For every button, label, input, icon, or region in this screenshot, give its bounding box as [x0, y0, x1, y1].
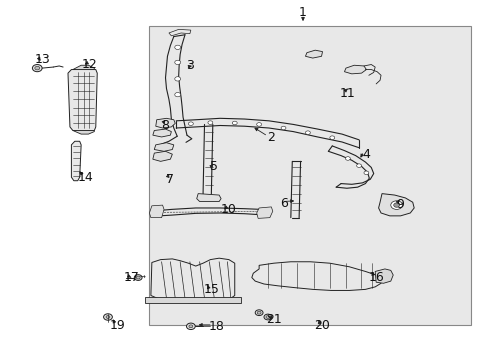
Text: 6: 6 [280, 197, 288, 210]
Text: 18: 18 [208, 320, 224, 333]
Polygon shape [73, 65, 94, 69]
Text: 15: 15 [203, 283, 219, 296]
Circle shape [255, 310, 263, 316]
Polygon shape [73, 131, 94, 134]
Circle shape [257, 311, 261, 314]
Polygon shape [149, 205, 163, 218]
Circle shape [174, 60, 180, 64]
Circle shape [265, 316, 269, 319]
Bar [149, 26, 470, 325]
Text: 7: 7 [166, 173, 174, 186]
Text: 8: 8 [161, 119, 169, 132]
Circle shape [256, 123, 261, 126]
Circle shape [390, 201, 402, 210]
Polygon shape [374, 269, 392, 283]
Polygon shape [153, 151, 172, 161]
Circle shape [329, 136, 334, 139]
Circle shape [281, 126, 285, 130]
Text: 5: 5 [210, 160, 218, 173]
Polygon shape [68, 69, 97, 131]
Circle shape [363, 171, 368, 175]
Circle shape [188, 122, 193, 126]
Polygon shape [305, 50, 322, 58]
Text: 11: 11 [339, 87, 355, 100]
Circle shape [106, 316, 110, 319]
Text: 10: 10 [221, 203, 236, 216]
Circle shape [35, 66, 40, 70]
Polygon shape [378, 194, 413, 216]
Text: 9: 9 [396, 198, 404, 211]
Polygon shape [256, 207, 272, 219]
Circle shape [207, 121, 212, 125]
Text: 12: 12 [82, 58, 98, 71]
Text: 20: 20 [314, 319, 330, 332]
Text: →: → [139, 275, 145, 280]
Text: 16: 16 [367, 271, 383, 284]
Polygon shape [151, 258, 234, 303]
Circle shape [186, 323, 195, 329]
Circle shape [356, 164, 361, 167]
Circle shape [174, 77, 180, 81]
Text: 17: 17 [123, 271, 139, 284]
Circle shape [174, 93, 180, 97]
Polygon shape [251, 262, 381, 291]
Text: 4: 4 [362, 148, 369, 161]
Text: 13: 13 [34, 53, 50, 66]
Text: 14: 14 [78, 171, 94, 184]
Text: 1: 1 [299, 6, 306, 19]
Polygon shape [196, 194, 221, 202]
Circle shape [305, 131, 310, 134]
Text: 21: 21 [265, 312, 281, 326]
Polygon shape [154, 143, 173, 151]
Text: 19: 19 [110, 319, 125, 332]
Circle shape [174, 45, 180, 49]
Polygon shape [344, 65, 366, 74]
Circle shape [103, 314, 112, 320]
Circle shape [32, 64, 42, 72]
Polygon shape [156, 118, 175, 128]
Polygon shape [71, 141, 81, 181]
Circle shape [136, 276, 140, 279]
Polygon shape [168, 30, 190, 36]
Text: 3: 3 [185, 59, 193, 72]
Polygon shape [144, 297, 240, 303]
Text: 2: 2 [267, 131, 275, 144]
Circle shape [264, 314, 271, 320]
Circle shape [188, 325, 192, 328]
Circle shape [134, 275, 142, 280]
Circle shape [232, 121, 237, 125]
Circle shape [345, 157, 349, 160]
Polygon shape [153, 129, 171, 137]
Circle shape [393, 203, 399, 207]
